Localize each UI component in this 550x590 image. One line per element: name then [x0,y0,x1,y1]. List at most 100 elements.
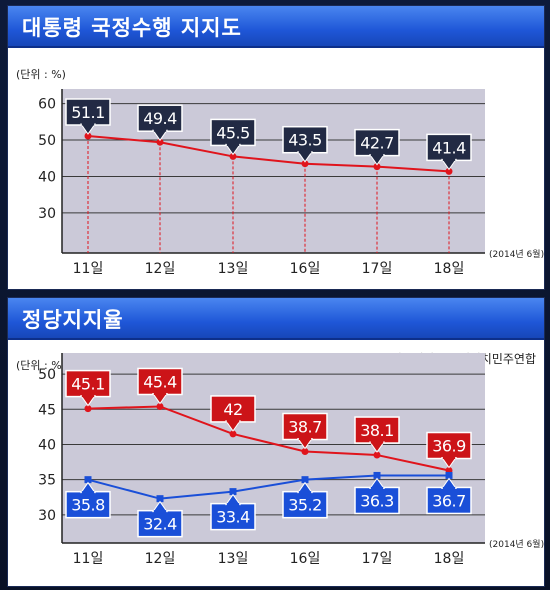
x-label-strip [62,545,485,567]
data-point [373,471,381,479]
label-text: 32.4 [143,515,177,534]
plot-area [62,353,485,543]
label-text: 51.1 [71,103,105,122]
y-tick-label: 40 [38,169,56,185]
label-pointer-join [153,510,167,514]
label-text: 33.4 [216,508,250,527]
label-pointer-join [81,394,95,398]
label-box [354,128,400,157]
label-text: 35.2 [288,496,322,515]
label-text: 36.9 [432,437,466,456]
y-tick-label: 60 [38,97,56,113]
x-tick-label: 11일 [73,261,104,277]
label-pointer-join [442,486,456,490]
y-tick-label: 45 [38,402,56,418]
party-panel: 정당지지율 새누리당 새정치민주연합 (단위 : %)303540455011일… [7,297,545,587]
data-point [445,167,453,175]
label-text: 42.7 [360,134,394,153]
unit-label: (단위 : %) [16,359,66,372]
data-label: 36.7 [426,477,472,515]
x-tick-label: 11일 [73,551,104,567]
label-pointer-join [226,503,240,507]
data-label: 36.9 [426,431,472,469]
label-pointer-join [298,437,312,441]
label-pointer-join [370,486,384,490]
data-label: 42.7 [354,128,400,166]
data-label: 45.4 [137,367,183,405]
data-point [84,476,92,484]
label-pointer-join [370,440,384,444]
data-point [445,471,453,479]
data-label: 51.1 [65,98,111,135]
label-text: 42 [223,400,242,419]
label-text: 41.4 [432,138,466,157]
data-point [84,132,92,140]
label-pointer-join [226,419,240,423]
label-pointer-join [298,491,312,495]
x-tick-label: 18일 [434,551,465,567]
series-line [87,405,450,472]
x-tick-label: 18일 [434,261,465,277]
approval-title: 대통령 국정수행 지지도 [22,16,242,40]
party-banner: 정당지지율 [8,298,544,340]
label-text: 45.1 [71,375,105,394]
label-pointer-join [370,153,384,157]
label-pointer-join [442,157,456,161]
data-label: 43.5 [282,125,328,163]
data-point [156,495,164,503]
data-label: 49.4 [137,104,183,142]
party-chart: (단위 : %) 30 35 40 45 50 11일 12일 13일 16일 17일 18일 (201… [16,353,544,567]
label-box [210,118,256,147]
data-point [229,152,237,160]
data-point [229,430,237,438]
x-tick-label: 17일 [362,261,393,277]
data-label: 38.1 [354,416,400,453]
data-label: 38.7 [282,412,328,450]
data-label: 35.2 [282,481,328,519]
approval-panel: 대통령 국정수행 지지도 (단위 : %) 30 40 50 60 11일 12일 13일 16… [7,5,545,290]
label-box [282,412,328,441]
x-tick-label: 13일 [218,551,249,567]
label-text: 38.7 [288,418,322,437]
label-box [282,490,328,519]
series-line [87,135,450,173]
label-text: 35.8 [71,496,105,515]
x-label-strip [62,255,485,277]
y-tick-label: 50 [38,367,56,383]
date-note: (2014년 6월) [489,248,544,260]
x-tick-label: 17일 [362,551,393,567]
label-text: 43.5 [288,131,322,150]
data-point [301,476,309,484]
data-label: 42 [210,395,256,432]
approval-chart: (단위 : %) 30 40 50 60 11일 12일 13일 16일 17일 18일 (2014년… [16,68,544,277]
label-pointer-join [442,456,456,460]
y-tick-label: 30 [38,508,56,524]
label-box [65,490,111,519]
y-tick-label: 40 [38,437,56,453]
x-tick-label: 16일 [290,551,321,567]
label-box [426,486,472,515]
data-point [373,163,381,171]
label-pointer-join [298,150,312,154]
x-tick-label: 12일 [145,551,176,567]
data-label: 45.1 [65,369,111,407]
label-pointer-join [153,128,167,132]
label-text: 45.4 [143,372,177,391]
plot-area [62,89,485,253]
y-tick-label: 50 [38,133,56,149]
label-pointer-join [81,491,95,495]
label-text: 45.5 [216,123,250,142]
data-point [301,448,309,456]
data-label: 33.4 [210,493,256,531]
label-box [137,367,183,396]
data-label: 41.4 [426,133,472,171]
label-box [426,133,472,162]
data-label: 36.3 [354,477,400,515]
data-point [229,488,237,496]
party-title: 정당지지율 [22,308,124,332]
x-tick-label: 12일 [145,261,176,277]
label-box [65,98,111,126]
date-note: (2014년 6월) [489,538,544,550]
data-point [84,405,92,413]
